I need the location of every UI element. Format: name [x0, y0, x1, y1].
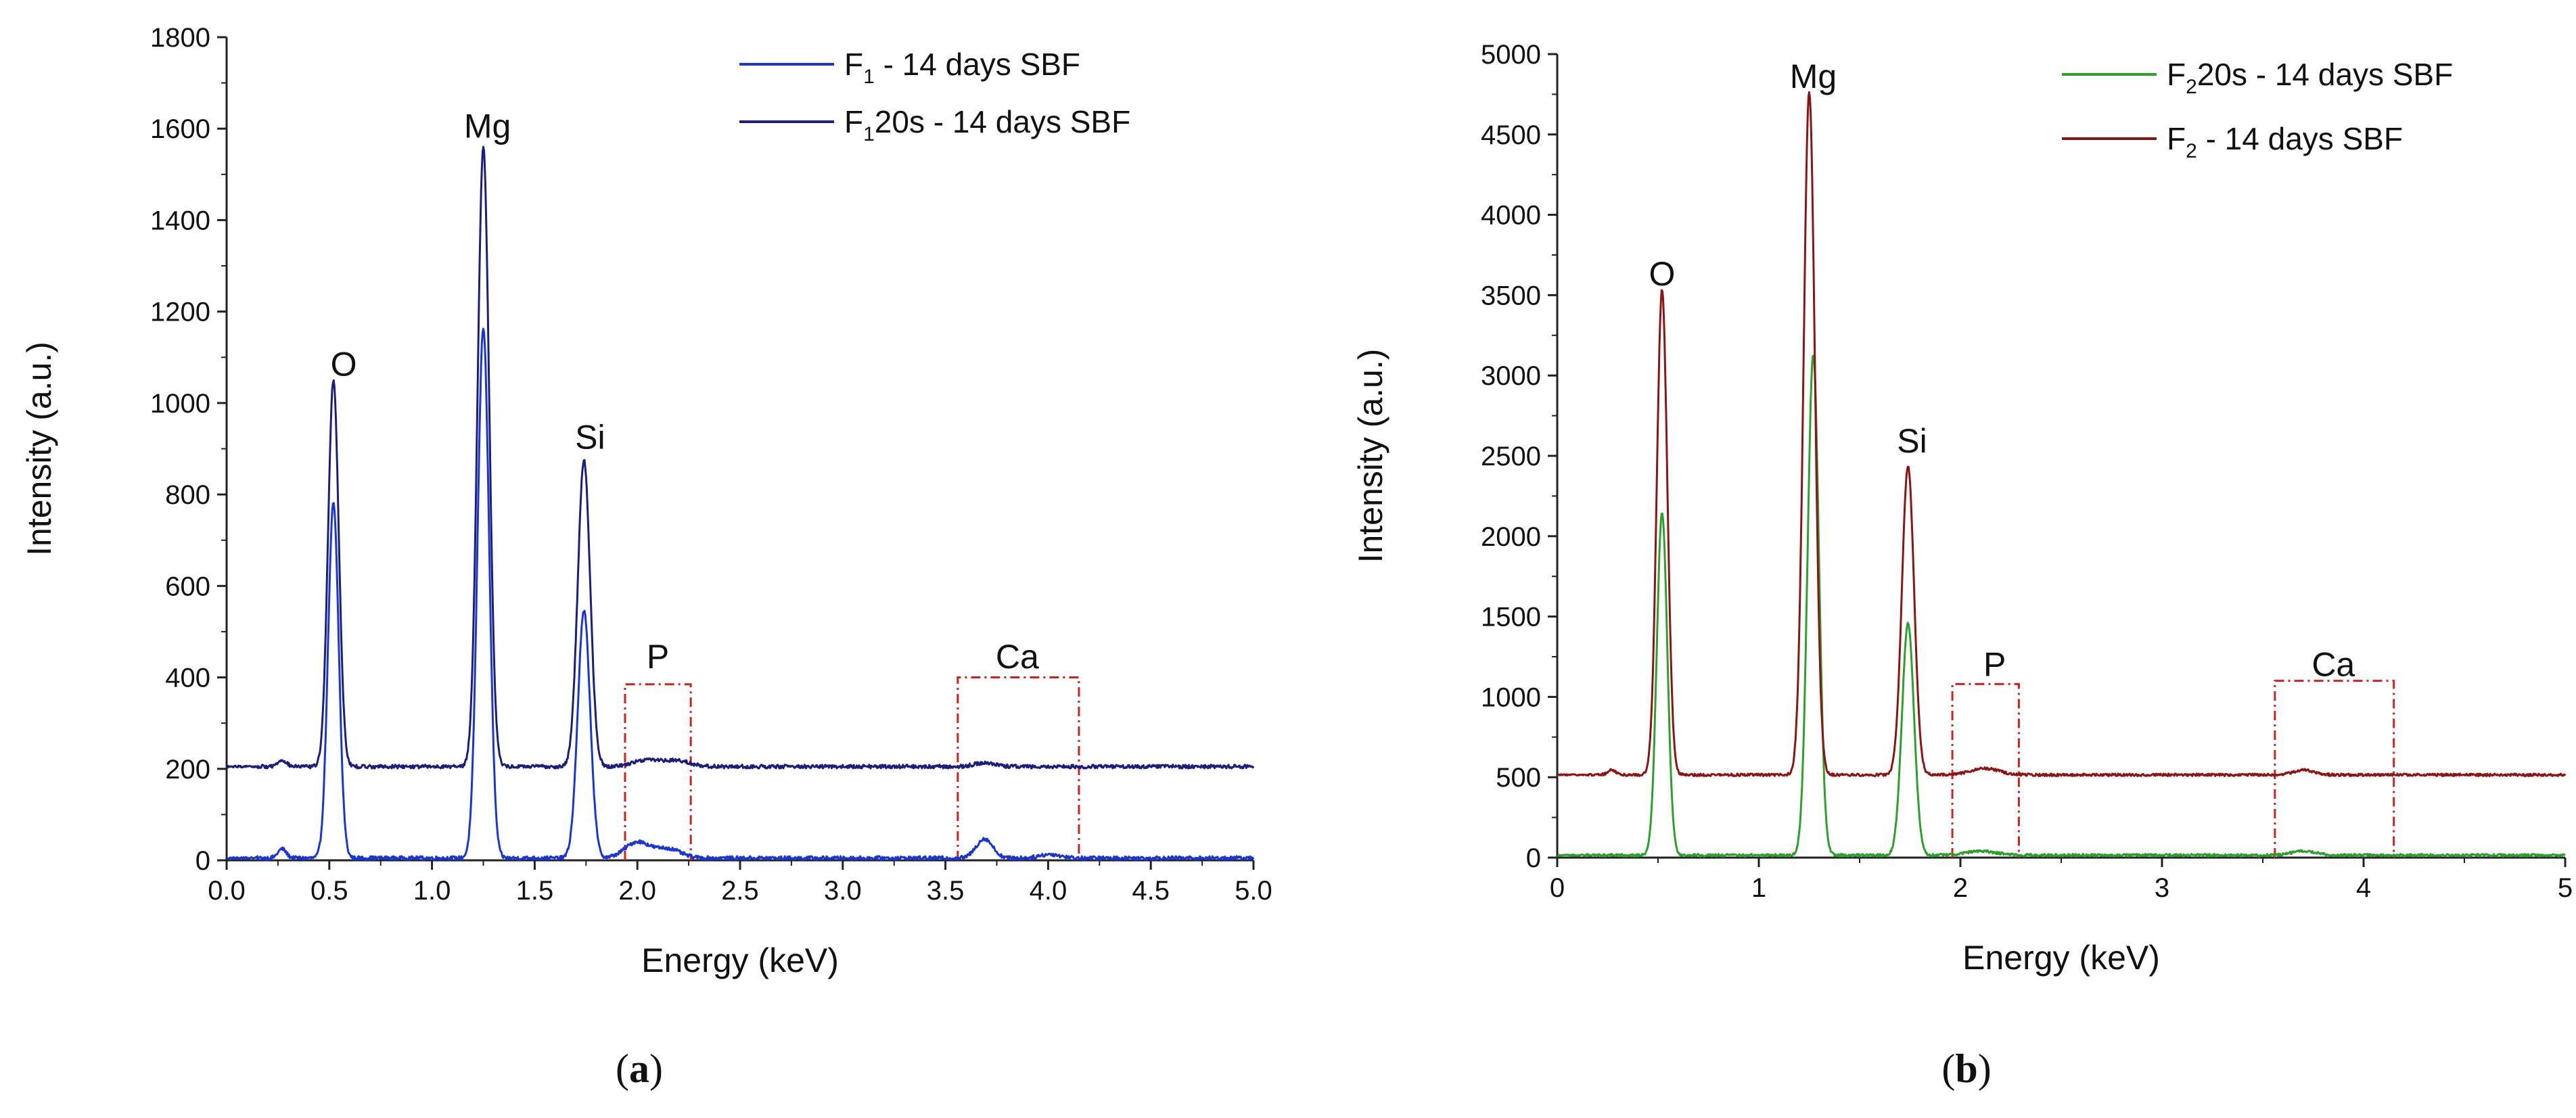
caption-paren-open: ( — [616, 1046, 629, 1091]
x-tick-label: 0 — [1550, 873, 1565, 903]
y-axis-title: Intensity (a.u.) — [20, 342, 58, 556]
region-box-p — [1951, 682, 2020, 858]
series-line-2 — [1557, 91, 2567, 777]
y-tick-label: 4000 — [1481, 201, 1541, 231]
legend-text: F — [2167, 57, 2186, 92]
legend-subscript: 1 — [863, 66, 875, 88]
x-tick-label: 2.5 — [721, 876, 759, 906]
legend-text: 20s - 14 days SBF — [875, 104, 1130, 139]
legend-text: F — [844, 47, 863, 82]
y-tick-label: 600 — [165, 572, 210, 601]
legend-entry-2: F2 - 14 days SBF — [2167, 121, 2403, 162]
panel-a-chart: 0.0 0.5 1.0 1.5 2.0 2.5 3.0 3.5 4.0 4.5 5.0 0 200 400… — [20, 23, 1272, 1091]
x-tick-label: 4 — [2356, 873, 2371, 903]
legend-entry-2: F120s - 14 days SBF — [844, 104, 1130, 145]
peak-label-ca: Ca — [2312, 646, 2355, 684]
y-tick-label: 1000 — [1481, 682, 1541, 712]
y-axis-title: Intensity (a.u.) — [1352, 349, 1389, 563]
x-tick-label: 1.5 — [516, 876, 554, 906]
legend-text: F — [844, 104, 863, 139]
legend-subscript: 2 — [2186, 76, 2197, 98]
caption-paren-open: ( — [1941, 1046, 1955, 1091]
panel-b-chart: 0 1 2 3 4 5 0 500 1000 1500 2000 2500 3000 3500 4000 45… — [1352, 40, 2573, 1091]
x-tick-label: 5 — [2558, 873, 2573, 903]
x-tick-label: 1 — [1751, 873, 1766, 903]
y-tick-label: 3500 — [1481, 281, 1541, 310]
peak-label-mg: Mg — [1790, 57, 1837, 95]
legend-text: F — [2167, 121, 2186, 156]
y-tick-label: 800 — [165, 480, 210, 510]
y-tick-label: 2000 — [1481, 522, 1541, 552]
x-tick-label: 5.0 — [1235, 876, 1272, 906]
peak-label-si: Si — [575, 419, 605, 457]
panel-caption: (b) — [1941, 1046, 1991, 1091]
y-tick-label: 1000 — [150, 389, 210, 419]
y-tick-label: 5000 — [1481, 40, 1541, 70]
x-tick-label: 3.5 — [927, 876, 965, 906]
legend-text: - 14 days SBF — [875, 47, 1080, 82]
y-tick-label: 200 — [165, 755, 210, 785]
x-tick-label: 0.0 — [208, 876, 246, 906]
x-tick-label: 4.5 — [1132, 876, 1170, 906]
legend-entry-1: F220s - 14 days SBF — [2167, 57, 2453, 98]
y-tick-label: 500 — [1496, 763, 1541, 793]
legend-subscript: 1 — [863, 123, 875, 145]
y-tick-label: 0 — [1526, 843, 1541, 873]
peak-label-o: O — [1649, 255, 1676, 293]
x-tick-label: 1.0 — [413, 876, 451, 906]
series-line-1 — [1557, 354, 2566, 858]
peak-label-ca: Ca — [996, 638, 1039, 676]
caption-paren-close: ) — [1978, 1046, 1992, 1091]
series-line-2 — [226, 145, 1255, 770]
y-tick-label: 1500 — [1481, 603, 1541, 632]
peak-label-o: O — [331, 345, 357, 383]
legend-entry-1: F1 - 14 days SBF — [844, 47, 1080, 88]
caption-letter: b — [1955, 1046, 1977, 1091]
y-tick-label: 2500 — [1481, 442, 1541, 471]
peak-label-p: P — [647, 638, 669, 676]
x-tick-label: 3.0 — [824, 876, 862, 906]
series-line-1 — [226, 327, 1255, 861]
y-tick-label: 4500 — [1481, 120, 1541, 150]
legend-text: - 14 days SBF — [2197, 121, 2403, 156]
x-tick-label: 3 — [2155, 873, 2169, 903]
y-tick-label: 1200 — [150, 298, 210, 327]
legend-text: 20s - 14 days SBF — [2197, 57, 2453, 92]
region-box-ca — [2274, 680, 2395, 858]
y-tick-label: 1400 — [150, 206, 210, 235]
y-tick-label: 1800 — [150, 23, 210, 53]
y-tick-label: 400 — [165, 663, 210, 693]
y-tick-label: 3000 — [1481, 361, 1541, 391]
peak-label-mg: Mg — [464, 108, 511, 145]
x-tick-label: 0.5 — [310, 876, 348, 906]
region-box-p — [624, 683, 692, 860]
x-tick-label: 4.0 — [1030, 876, 1067, 906]
caption-paren-close: ) — [649, 1046, 663, 1091]
panel-caption: (a) — [616, 1046, 663, 1091]
region-box-ca — [957, 676, 1080, 860]
y-tick-label: 1600 — [150, 114, 210, 144]
x-axis-title: Energy (keV) — [641, 941, 839, 979]
x-tick-label: 2.0 — [618, 876, 656, 906]
caption-letter: a — [629, 1046, 649, 1091]
y-tick-label: 0 — [196, 846, 210, 876]
peak-label-p: P — [1983, 646, 2006, 684]
legend-subscript: 2 — [2186, 140, 2197, 162]
x-axis-title: Energy (keV) — [1962, 939, 2160, 977]
x-tick-label: 2 — [1953, 873, 1968, 903]
peak-label-si: Si — [1897, 422, 1927, 460]
